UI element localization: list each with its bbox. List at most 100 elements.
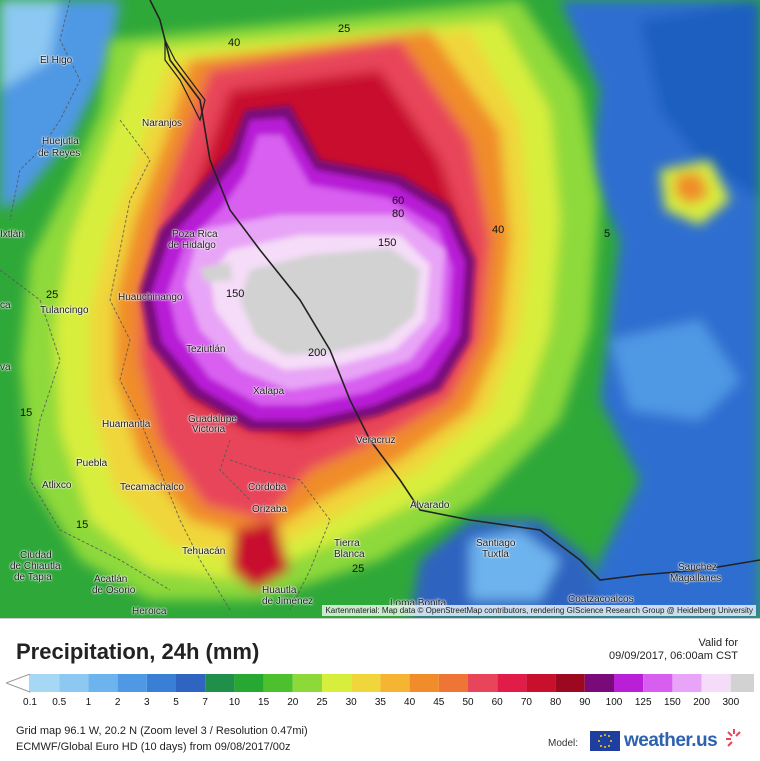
scale-tick-label: 3 <box>144 697 150 708</box>
scale-tick-label: 50 <box>462 697 474 708</box>
city-label: Blanca <box>334 549 365 560</box>
scale-tick-label: 1 <box>85 697 92 708</box>
scale-swatch <box>643 674 673 692</box>
scale-tick-label: 35 <box>374 697 386 708</box>
city-label: Xalapa <box>253 386 285 397</box>
scale-swatch <box>351 674 381 692</box>
contour-label: 25 <box>46 289 59 301</box>
valid-time: 09/09/2017, 06:00am CST <box>608 650 738 662</box>
eu-flag-icon <box>590 731 620 751</box>
scale-tick-label: 90 <box>579 697 591 708</box>
scale-tick-label: 100 <box>605 697 623 708</box>
scale-swatch <box>584 674 614 692</box>
precipitation-field <box>0 0 760 618</box>
map-title: Precipitation, 24h (mm) <box>16 639 260 664</box>
grid-info: Grid map 96.1 W, 20.2 N (Zoom level 3 / … <box>16 725 308 737</box>
city-label: Naranjos <box>142 118 183 129</box>
scale-swatch <box>263 674 293 692</box>
city-label: va <box>0 362 11 373</box>
city-label: Tuxtla <box>482 549 509 560</box>
city-label: Tehuacán <box>182 546 226 557</box>
city-label: Magallanes <box>670 573 722 584</box>
scale-arrow-left <box>6 674 31 693</box>
scale-tick-label: 45 <box>433 697 445 708</box>
scale-swatch <box>497 674 527 692</box>
city-label: Guadalupe <box>188 414 237 425</box>
contour-label: 15 <box>20 407 33 419</box>
scale-tick-label: 20 <box>287 697 299 708</box>
city-label: de Hidalgo <box>168 240 216 251</box>
contour-label: 150 <box>378 237 397 249</box>
scale-swatch <box>701 674 731 692</box>
city-label: Tierra <box>334 538 360 549</box>
city-label: Huauchinango <box>118 292 183 303</box>
legend-panel: Precipitation, 24h (mm) Valid for 09/09/… <box>0 618 760 761</box>
scale-swatch <box>555 674 585 692</box>
scale-tick-label: 2 <box>114 697 121 708</box>
scale-tick-label: 200 <box>693 697 710 708</box>
model-info: ECMWF/Global Euro HD (10 days) from 09/0… <box>16 741 291 753</box>
scale-swatch <box>409 674 439 692</box>
contour-label: 60 <box>392 195 405 207</box>
scale-tick-label: 0.5 <box>52 697 67 708</box>
city-label: Heroica <box>132 606 167 617</box>
scale-swatch <box>526 674 556 692</box>
scale-tick-label: 10 <box>228 697 240 708</box>
city-label: Alvarado <box>410 500 450 511</box>
city-label: de Tapia <box>14 572 52 583</box>
scale-swatch <box>234 674 264 692</box>
scale-tick-label: 25 <box>316 697 328 708</box>
contour-label: 15 <box>76 519 89 531</box>
scale-tick-label: 7 <box>202 697 208 708</box>
contour-label: 25 <box>338 23 351 35</box>
model-label: Model: <box>548 738 579 749</box>
scale-tick-label: 15 <box>258 697 270 708</box>
city-label: Huejutla <box>42 136 79 147</box>
scale-tick-label: 30 <box>345 697 357 708</box>
city-label: de Jiménez <box>262 596 314 607</box>
city-label: Coatzacoalcos <box>568 594 634 605</box>
precipitation-map[interactable]: 40 25 60 80 40 150 5 25 150 200 15 15 25… <box>0 0 760 618</box>
scale-swatch <box>117 674 147 692</box>
scale-swatch <box>59 674 89 692</box>
city-label: Santiago <box>476 538 516 549</box>
scale-swatch <box>292 674 322 692</box>
city-label: de Osorio <box>92 585 136 596</box>
scale-tick-label: 125 <box>634 697 652 708</box>
scale-tick-label: 60 <box>491 697 503 708</box>
scale-tick-label: 80 <box>550 697 562 708</box>
scale-swatch <box>672 674 702 692</box>
scale-swatch <box>30 674 60 692</box>
contour-label: 40 <box>492 224 505 236</box>
scale-swatch <box>322 674 352 692</box>
scale-tick-label: 40 <box>404 697 416 708</box>
city-label: Ciudad <box>20 550 52 561</box>
scale-tick-label: 0.1 <box>23 697 37 708</box>
city-label: Ixtlán <box>0 229 24 240</box>
city-label: Victoria <box>192 424 226 435</box>
contour-label: 40 <box>228 37 241 49</box>
city-label: Puebla <box>76 458 108 469</box>
scale-tick-label: 150 <box>664 697 681 708</box>
city-label: Acatlán <box>94 574 128 585</box>
city-label: Sanchez <box>678 562 717 573</box>
city-label: Poza Rica <box>172 229 218 240</box>
city-label: de Reyes <box>38 148 81 159</box>
color-scale <box>6 674 754 693</box>
brand-logo[interactable]: weather.us <box>624 730 718 751</box>
map-attribution: Kartenmaterial: Map data © OpenStreetMap… <box>322 605 756 616</box>
contour-label: 80 <box>392 208 405 220</box>
valid-label: Valid for <box>698 637 738 649</box>
city-label: Loma Bonita <box>390 598 447 609</box>
scale-swatch <box>468 674 498 692</box>
city-label: ca <box>0 300 11 311</box>
city-label: El Higo <box>40 55 73 66</box>
scale-tick-label: 300 <box>722 697 740 708</box>
scale-swatch <box>205 674 235 692</box>
city-label: Orizaba <box>252 504 288 515</box>
city-label: Tulancingo <box>40 305 89 316</box>
city-label: Atlixco <box>42 480 72 491</box>
sun-burst-icon <box>726 729 741 747</box>
scale-swatch <box>614 674 644 692</box>
scale-swatch <box>380 674 410 692</box>
